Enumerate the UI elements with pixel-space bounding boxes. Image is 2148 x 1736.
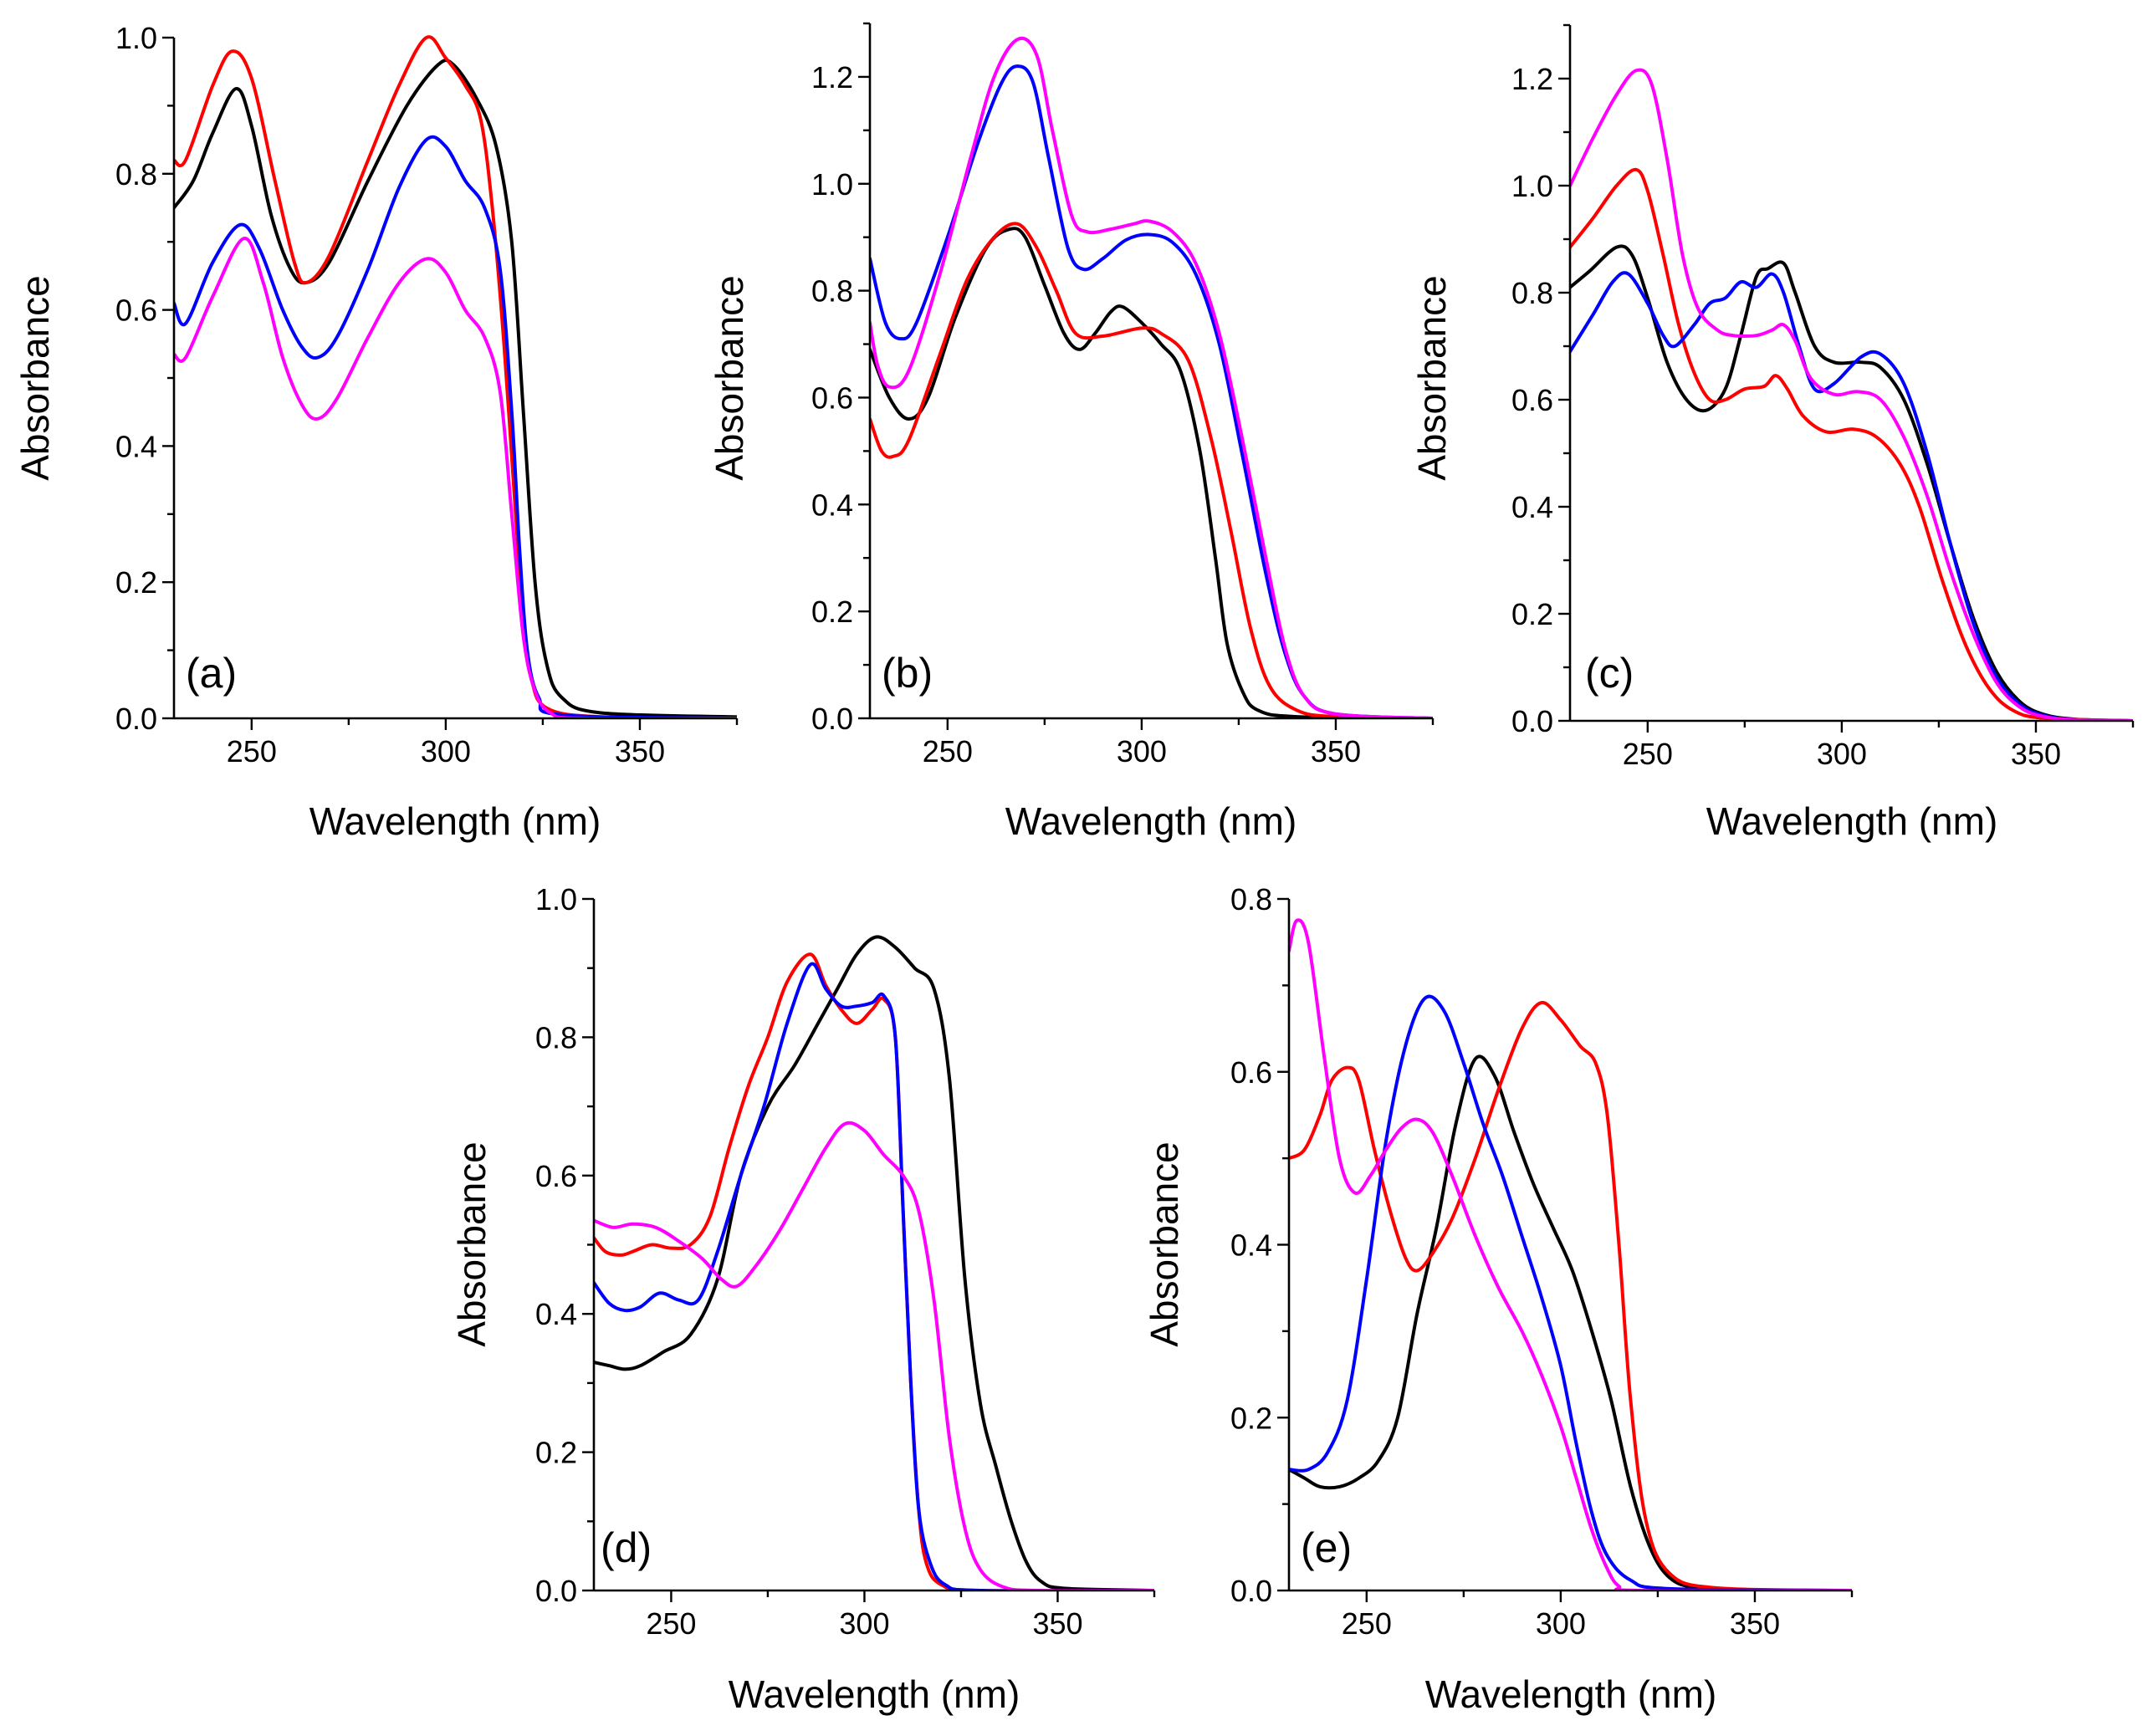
panel-e-absorbance-chart: (e) Wavelength (nm) Absorbance 250 300 350… bbox=[1143, 882, 1854, 1716]
series-line-red bbox=[174, 35, 737, 718]
y-tick-label: 0.4 bbox=[1511, 490, 1553, 524]
x-tick-label: 350 bbox=[1311, 734, 1361, 768]
y-tick-label: 1.0 bbox=[115, 21, 157, 55]
series-line-blue bbox=[174, 135, 737, 718]
series-line-red bbox=[1570, 167, 2133, 721]
panel-d-absorbance-chart: (d) Wavelength (nm) Absorbance 250 300 350… bbox=[450, 882, 1156, 1716]
panel-label: (c) bbox=[1585, 650, 1634, 697]
x-axis-title: Wavelength (nm) bbox=[1425, 1672, 1717, 1716]
x-tick-label: 250 bbox=[1623, 737, 1673, 771]
series-line-black bbox=[1289, 1054, 1852, 1590]
x-tick-label: 350 bbox=[2011, 737, 2061, 771]
panel-label: (b) bbox=[882, 650, 933, 697]
y-tick-label: 0.2 bbox=[115, 565, 157, 600]
series-line-black bbox=[1570, 244, 2133, 721]
x-axis-title: Wavelength (nm) bbox=[309, 799, 601, 843]
series-line-blue bbox=[594, 962, 1154, 1590]
x-tick-label: 250 bbox=[923, 734, 973, 768]
x-tick-label: 300 bbox=[1117, 734, 1167, 768]
y-tick-label: 0.6 bbox=[1511, 383, 1553, 417]
y-tick-label: 1.2 bbox=[1511, 62, 1553, 96]
series-line-magenta bbox=[1289, 918, 1852, 1590]
y-tick-label: 0.4 bbox=[115, 429, 157, 463]
y-axis-title: Absorbance bbox=[13, 275, 57, 481]
series-line-black bbox=[870, 227, 1433, 718]
series-line-magenta bbox=[1570, 68, 2133, 721]
y-axis-title: Absorbance bbox=[450, 1141, 494, 1347]
y-tick-label: 0.4 bbox=[1230, 1228, 1272, 1263]
y-tick-label: 0.2 bbox=[811, 595, 853, 629]
y-tick-label: 0.8 bbox=[535, 1020, 577, 1054]
y-axis-title: Absorbance bbox=[708, 275, 751, 481]
series-line-red bbox=[870, 222, 1433, 718]
series-line-black bbox=[174, 58, 737, 718]
x-tick-label: 250 bbox=[227, 734, 277, 768]
series-group bbox=[174, 35, 737, 718]
y-tick-label: 0.6 bbox=[115, 294, 157, 328]
x-tick-label: 350 bbox=[1730, 1606, 1780, 1641]
y-tick-label: 0.8 bbox=[1511, 276, 1553, 310]
panel-label: (a) bbox=[186, 650, 237, 697]
panel-b-absorbance-chart: (b) Wavelength (nm) Absorbance 250 300 350… bbox=[708, 22, 1435, 843]
series-line-magenta bbox=[174, 237, 737, 718]
series-line-magenta bbox=[870, 36, 1433, 718]
panel-label: (e) bbox=[1301, 1524, 1352, 1571]
x-tick-label: 250 bbox=[1342, 1606, 1392, 1641]
series-line-red bbox=[1289, 1001, 1852, 1590]
y-tick-label: 1.0 bbox=[535, 882, 577, 917]
y-axis-title: Absorbance bbox=[1410, 275, 1454, 481]
y-axis-title: Absorbance bbox=[1143, 1141, 1186, 1347]
y-tick-label: 0.2 bbox=[1230, 1401, 1272, 1435]
y-tick-label: 0.0 bbox=[115, 702, 157, 736]
series-line-black bbox=[594, 935, 1154, 1590]
series-line-red bbox=[594, 952, 1154, 1590]
y-tick-label: 0.6 bbox=[1230, 1055, 1272, 1090]
x-tick-label: 350 bbox=[615, 734, 665, 768]
x-tick-label: 250 bbox=[646, 1606, 696, 1641]
y-tick-label: 0.0 bbox=[811, 702, 853, 736]
y-tick-label: 0.6 bbox=[811, 380, 853, 415]
y-tick-label: 0.4 bbox=[535, 1297, 577, 1331]
series-line-magenta bbox=[594, 1121, 1154, 1590]
y-tick-label: 0.8 bbox=[115, 157, 157, 191]
x-tick-label: 300 bbox=[839, 1606, 889, 1641]
y-tick-label: 0.2 bbox=[1511, 597, 1553, 631]
panel-a-absorbance-chart: (a) Wavelength (nm) Absorbance 250 300 350… bbox=[13, 21, 739, 843]
x-tick-label: 350 bbox=[1032, 1606, 1082, 1641]
series-line-blue bbox=[1289, 994, 1852, 1590]
y-tick-label: 0.2 bbox=[535, 1436, 577, 1470]
series-line-blue bbox=[870, 64, 1433, 718]
series-line-blue bbox=[1570, 271, 2133, 721]
x-axis-title: Wavelength (nm) bbox=[1706, 799, 1998, 843]
x-tick-label: 300 bbox=[1817, 737, 1867, 771]
panel-label: (d) bbox=[601, 1524, 652, 1571]
y-tick-label: 0.6 bbox=[535, 1159, 577, 1193]
y-tick-label: 0.8 bbox=[1230, 882, 1272, 917]
y-tick-label: 0.0 bbox=[1511, 704, 1553, 738]
series-group bbox=[870, 36, 1433, 718]
y-tick-label: 1.2 bbox=[811, 60, 853, 94]
y-tick-label: 1.0 bbox=[1511, 169, 1553, 203]
x-tick-label: 300 bbox=[421, 734, 471, 768]
x-tick-label: 300 bbox=[1536, 1606, 1586, 1641]
series-group bbox=[1570, 68, 2133, 721]
x-axis-title: Wavelength (nm) bbox=[1005, 799, 1297, 843]
y-tick-label: 0.8 bbox=[811, 274, 853, 309]
y-tick-label: 1.0 bbox=[811, 167, 853, 202]
panel-c-absorbance-chart: (c) Wavelength (nm) Absorbance 250 300 350… bbox=[1410, 23, 2135, 843]
x-axis-title: Wavelength (nm) bbox=[729, 1672, 1020, 1716]
series-group bbox=[1289, 918, 1852, 1590]
y-tick-label: 0.0 bbox=[1230, 1574, 1272, 1608]
y-tick-label: 0.0 bbox=[535, 1574, 577, 1608]
series-group bbox=[594, 935, 1154, 1590]
y-tick-label: 0.4 bbox=[811, 488, 853, 522]
